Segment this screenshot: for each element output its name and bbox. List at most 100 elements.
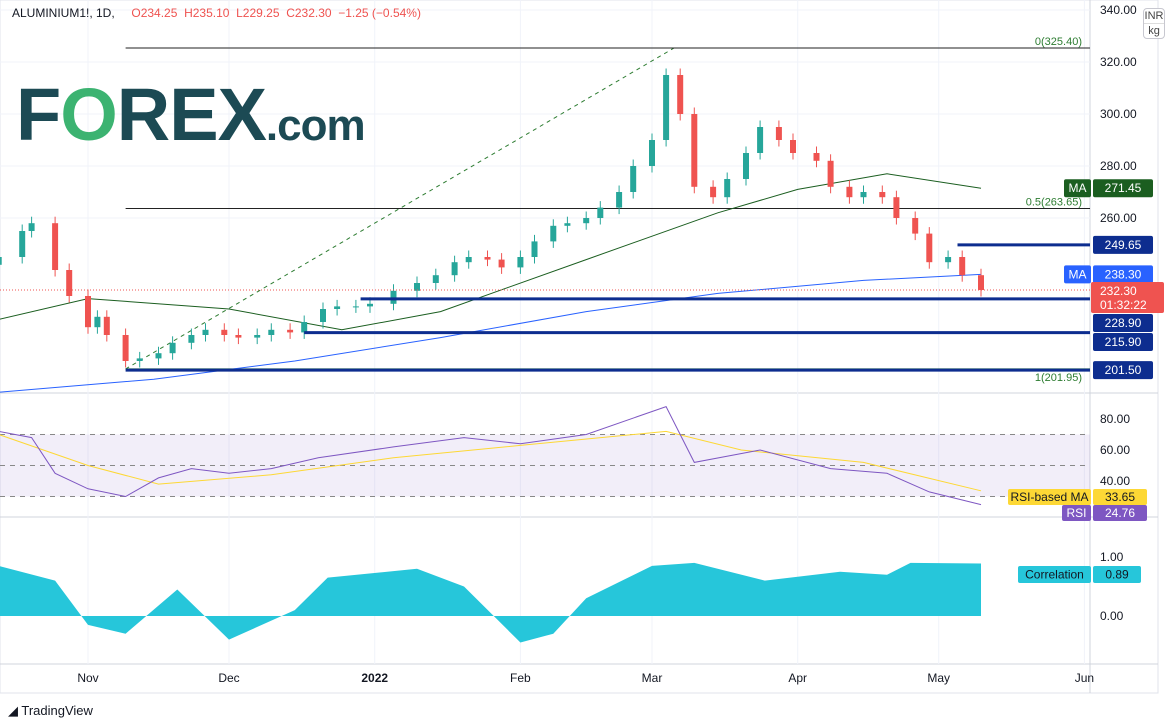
candle bbox=[320, 309, 326, 322]
candle bbox=[724, 179, 731, 198]
candle bbox=[597, 207, 604, 218]
candle bbox=[94, 316, 101, 328]
forex-logo: FOREX.com bbox=[16, 73, 366, 156]
rsi-ma-label-badge bbox=[1008, 489, 1091, 505]
rsi-tick-label: 60.00 bbox=[1100, 443, 1130, 457]
x-tick-label: Mar bbox=[642, 671, 663, 685]
rsi-label-badge bbox=[1062, 505, 1091, 521]
candle bbox=[484, 257, 491, 260]
rsi-ma-line bbox=[0, 430, 982, 492]
chart-frame bbox=[0, 0, 1159, 694]
currency-label: INR bbox=[1144, 10, 1164, 22]
candle bbox=[743, 153, 749, 179]
fib-level-label: 0(325.40) bbox=[1035, 36, 1082, 48]
ma-50-label-badge bbox=[1064, 179, 1091, 198]
rsi-label-badge-text: RSI bbox=[1066, 506, 1086, 520]
ma-200-label-badge-text: MA bbox=[1069, 267, 1087, 281]
correlation-value-badge-text: 0.89 bbox=[1105, 568, 1129, 582]
y-tick-label: 300.00 bbox=[1100, 107, 1137, 121]
candle bbox=[649, 140, 655, 166]
x-tick-label: Feb bbox=[510, 671, 531, 685]
candle bbox=[564, 223, 571, 226]
countdown-text: 01:32:22 bbox=[1100, 298, 1147, 312]
candle bbox=[155, 353, 162, 359]
level-price-badge-text: 249.65 bbox=[1105, 238, 1142, 252]
y-tick-label: 320.00 bbox=[1100, 55, 1137, 69]
rsi-ma-label-badge-text: RSI-based MA bbox=[1010, 490, 1088, 504]
candle bbox=[846, 186, 853, 198]
fib-level-label: 1(201.95) bbox=[1035, 372, 1082, 384]
rsi-tick-label: 40.00 bbox=[1100, 474, 1130, 488]
candle bbox=[122, 335, 129, 361]
candle bbox=[790, 140, 796, 153]
candle bbox=[583, 218, 590, 224]
candle bbox=[926, 233, 933, 263]
fib-level-label: 0.5(263.65) bbox=[1026, 197, 1082, 209]
rsi-value-badge-text: 24.76 bbox=[1105, 506, 1135, 520]
candle bbox=[860, 192, 867, 198]
candle bbox=[221, 329, 228, 335]
level-price-badge-text: 215.90 bbox=[1105, 335, 1142, 349]
candle bbox=[169, 342, 176, 354]
candle bbox=[710, 186, 717, 198]
ma-200-value-badge bbox=[1093, 265, 1153, 284]
candle bbox=[85, 296, 91, 328]
ma-200-value-badge-text: 238.30 bbox=[1105, 267, 1142, 281]
x-tick-label: Jun bbox=[1075, 671, 1094, 685]
rsi-ma-value-badge bbox=[1093, 489, 1147, 505]
candle bbox=[390, 290, 397, 304]
candle bbox=[202, 329, 209, 335]
candle bbox=[52, 223, 59, 270]
y-tick-label: 340.00 bbox=[1100, 3, 1137, 17]
candle bbox=[136, 358, 143, 361]
candle bbox=[188, 335, 195, 343]
last-price-badge bbox=[1091, 282, 1164, 313]
change-value: −1.25 (−0.54%) bbox=[338, 6, 421, 20]
candle bbox=[517, 257, 524, 268]
correlation-value-badge bbox=[1093, 566, 1141, 583]
ma-50-value-badge bbox=[1093, 179, 1153, 198]
symbol-name[interactable]: ALUMINIUM1!, 1D, bbox=[12, 6, 115, 20]
x-tick-label: May bbox=[927, 671, 950, 685]
unit-selector[interactable]: INR kg bbox=[1143, 8, 1165, 39]
candle bbox=[28, 223, 35, 231]
x-tick-label: Apr bbox=[788, 671, 807, 685]
rsi-ma-value-badge-text: 33.65 bbox=[1105, 490, 1135, 504]
open-value: O234.25 bbox=[131, 6, 178, 20]
candle bbox=[268, 329, 275, 335]
x-tick-label: Dec bbox=[218, 671, 239, 685]
candle bbox=[945, 257, 952, 263]
candle bbox=[879, 192, 886, 198]
candle bbox=[66, 270, 73, 296]
candle bbox=[978, 275, 984, 291]
candle bbox=[616, 192, 623, 208]
candle bbox=[550, 225, 557, 242]
unit-label: kg bbox=[1144, 23, 1164, 38]
last-price-text: 232.30 bbox=[1100, 284, 1137, 298]
x-tick-label: Nov bbox=[77, 671, 98, 685]
level-price-badge-text: 201.50 bbox=[1105, 363, 1142, 377]
ma-200-label-badge bbox=[1064, 265, 1091, 284]
correlation-label-badge bbox=[1018, 566, 1091, 583]
symbol-header: ALUMINIUM1!, 1D, O234.25 H235.10 L229.25… bbox=[12, 6, 421, 20]
candle bbox=[630, 166, 637, 192]
candle bbox=[414, 283, 420, 291]
tradingview-brand[interactable]: ◢ TradingView bbox=[8, 703, 93, 719]
fib-trend-line bbox=[125, 47, 675, 370]
candle bbox=[432, 275, 439, 283]
candle bbox=[757, 127, 764, 153]
y-tick-label: 280.00 bbox=[1100, 159, 1137, 173]
candle bbox=[531, 241, 538, 257]
candle bbox=[775, 127, 782, 140]
high-value: H235.10 bbox=[184, 6, 230, 20]
close-value: C232.30 bbox=[286, 6, 332, 20]
correlation-label-badge-text: Correlation bbox=[1025, 568, 1084, 582]
candle bbox=[912, 218, 919, 234]
candle bbox=[691, 114, 698, 187]
level-price-badge bbox=[1093, 235, 1153, 254]
candle bbox=[254, 335, 261, 338]
candle bbox=[663, 75, 670, 140]
candle bbox=[893, 197, 900, 218]
candle bbox=[451, 262, 458, 276]
